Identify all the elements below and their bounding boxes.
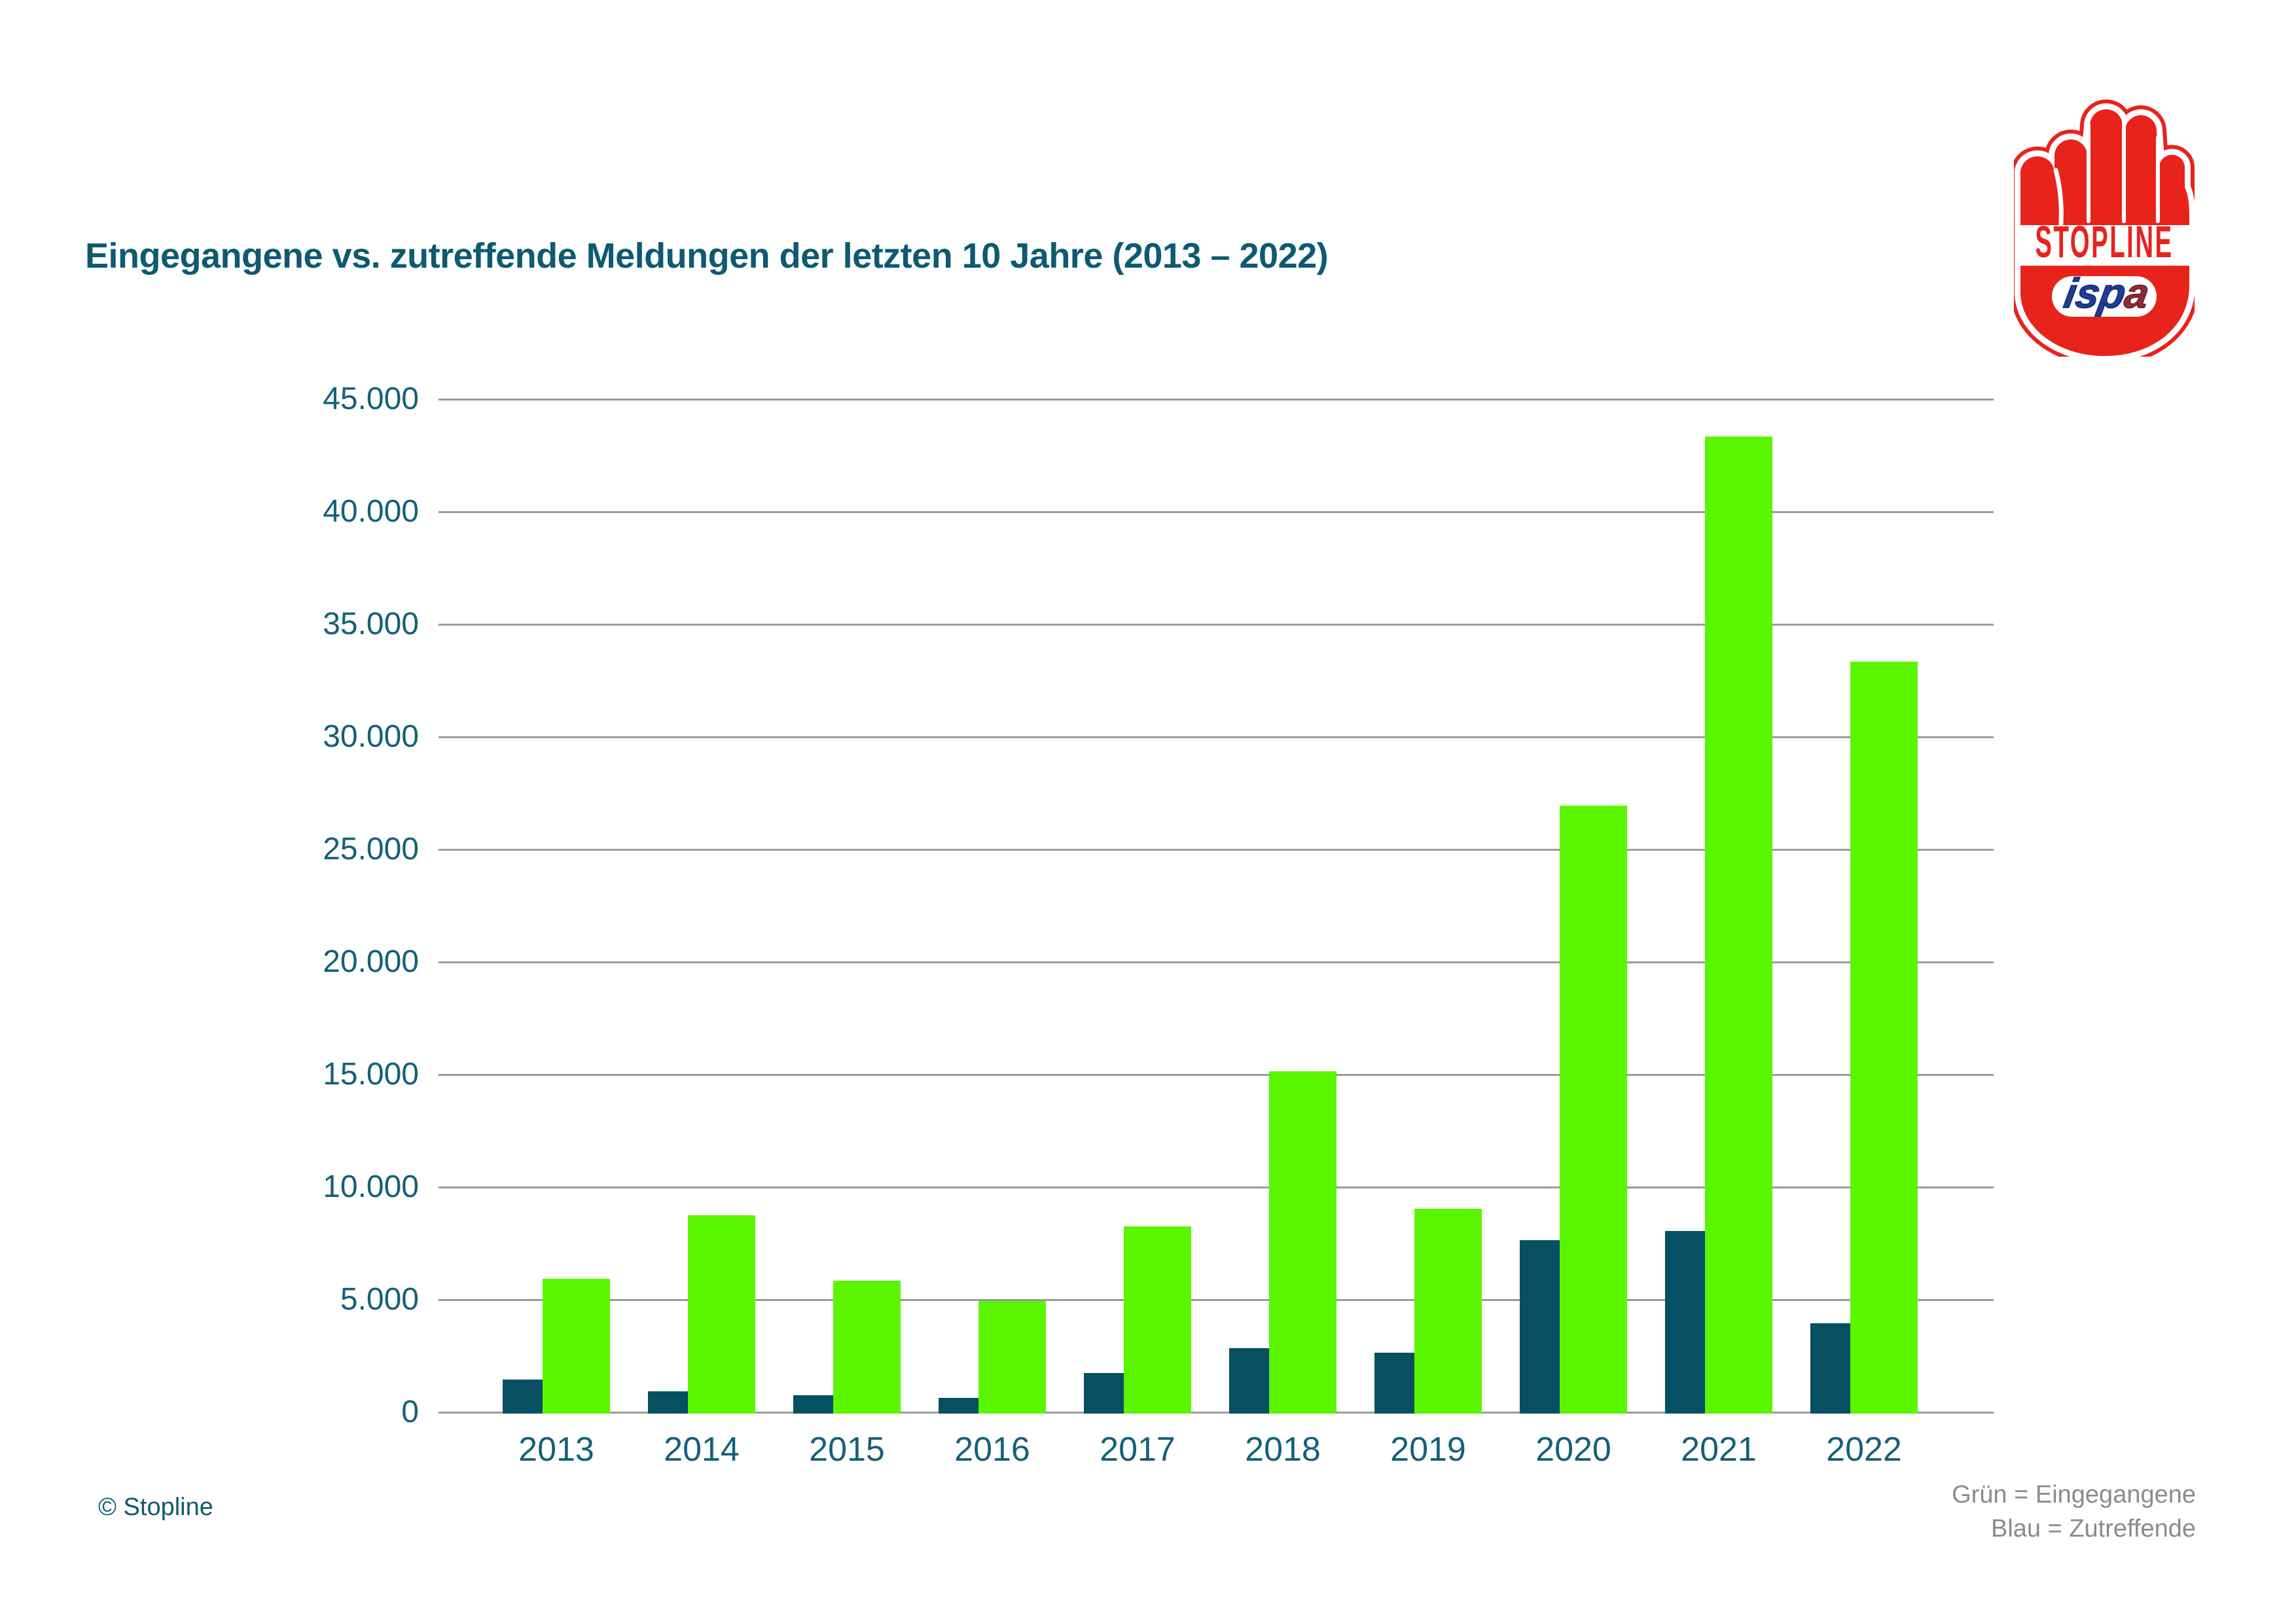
chart-title: Eingegangene vs. zutreffende Meldungen d… bbox=[85, 236, 1329, 276]
y-axis-tick-label: 10.000 bbox=[323, 1169, 419, 1204]
bar-eingegangene bbox=[1414, 1209, 1482, 1414]
bar-eingegangene bbox=[1705, 437, 1772, 1414]
bar-eingegangene bbox=[543, 1279, 610, 1414]
y-axis-tick-label: 5.000 bbox=[340, 1282, 419, 1317]
y-axis-tick-label: 20.000 bbox=[323, 944, 419, 979]
hand-icon: STOPLINE ispa bbox=[2014, 99, 2195, 357]
y-axis-tick-label: 0 bbox=[401, 1395, 419, 1429]
y-axis-tick-label: 45.000 bbox=[323, 382, 419, 416]
x-axis-year-label: 2013 bbox=[518, 1431, 594, 1469]
legend-note: Grün = Eingegangene Blau = Zutreffende bbox=[1952, 1478, 2196, 1546]
y-axis-tick-label: 15.000 bbox=[323, 1057, 419, 1092]
gridline bbox=[439, 849, 1994, 851]
copyright-note: © Stopline bbox=[98, 1493, 213, 1521]
y-axis-tick-label: 25.000 bbox=[323, 832, 419, 866]
gridline bbox=[439, 1412, 1994, 1414]
ispa-wordmark: ispa bbox=[2061, 270, 2153, 316]
gridline bbox=[439, 961, 1994, 963]
x-axis-year-label: 2017 bbox=[1100, 1431, 1175, 1469]
y-axis-tick-label: 40.000 bbox=[323, 494, 419, 529]
plot-area bbox=[439, 399, 1994, 1414]
x-axis-year-label: 2015 bbox=[809, 1431, 885, 1469]
gridline bbox=[439, 1186, 1994, 1188]
finger-slits bbox=[2053, 113, 2160, 226]
gridline bbox=[439, 736, 1994, 738]
x-axis-year-label: 2019 bbox=[1390, 1431, 1466, 1469]
gridline bbox=[439, 511, 1994, 513]
x-axis-year-label: 2022 bbox=[1826, 1431, 1902, 1469]
stopline-logo: STOPLINE ispa bbox=[2014, 99, 2195, 357]
y-axis-tick-label: 35.000 bbox=[323, 607, 419, 641]
legend-line-blue: Blau = Zutreffende bbox=[1990, 1515, 2196, 1543]
stopline-band bbox=[2020, 225, 2190, 266]
gridline bbox=[439, 624, 1994, 626]
bar-eingegangene bbox=[1560, 806, 1627, 1414]
bar-eingegangene bbox=[1269, 1071, 1336, 1414]
bar-eingegangene bbox=[1124, 1226, 1191, 1414]
x-axis-year-label: 2014 bbox=[664, 1431, 740, 1469]
legend-line-green: Grün = Eingegangene bbox=[1952, 1481, 2196, 1508]
bar-eingegangene bbox=[833, 1281, 901, 1414]
bar-eingegangene bbox=[688, 1215, 755, 1414]
ispa-band bbox=[2052, 276, 2157, 317]
gridline bbox=[439, 399, 1994, 401]
bar-eingegangene bbox=[978, 1301, 1046, 1414]
bar-eingegangene bbox=[1850, 662, 1918, 1414]
gridline bbox=[439, 1074, 1994, 1076]
y-axis-tick-label: 30.000 bbox=[323, 719, 419, 754]
x-axis-year-label: 2021 bbox=[1681, 1431, 1757, 1469]
x-axis-year-label: 2016 bbox=[954, 1431, 1030, 1469]
x-axis-year-label: 2018 bbox=[1245, 1431, 1321, 1469]
stopline-wordmark: STOPLINE bbox=[2035, 217, 2173, 266]
x-axis-year-label: 2020 bbox=[1535, 1431, 1611, 1469]
gridline bbox=[439, 1299, 1994, 1301]
